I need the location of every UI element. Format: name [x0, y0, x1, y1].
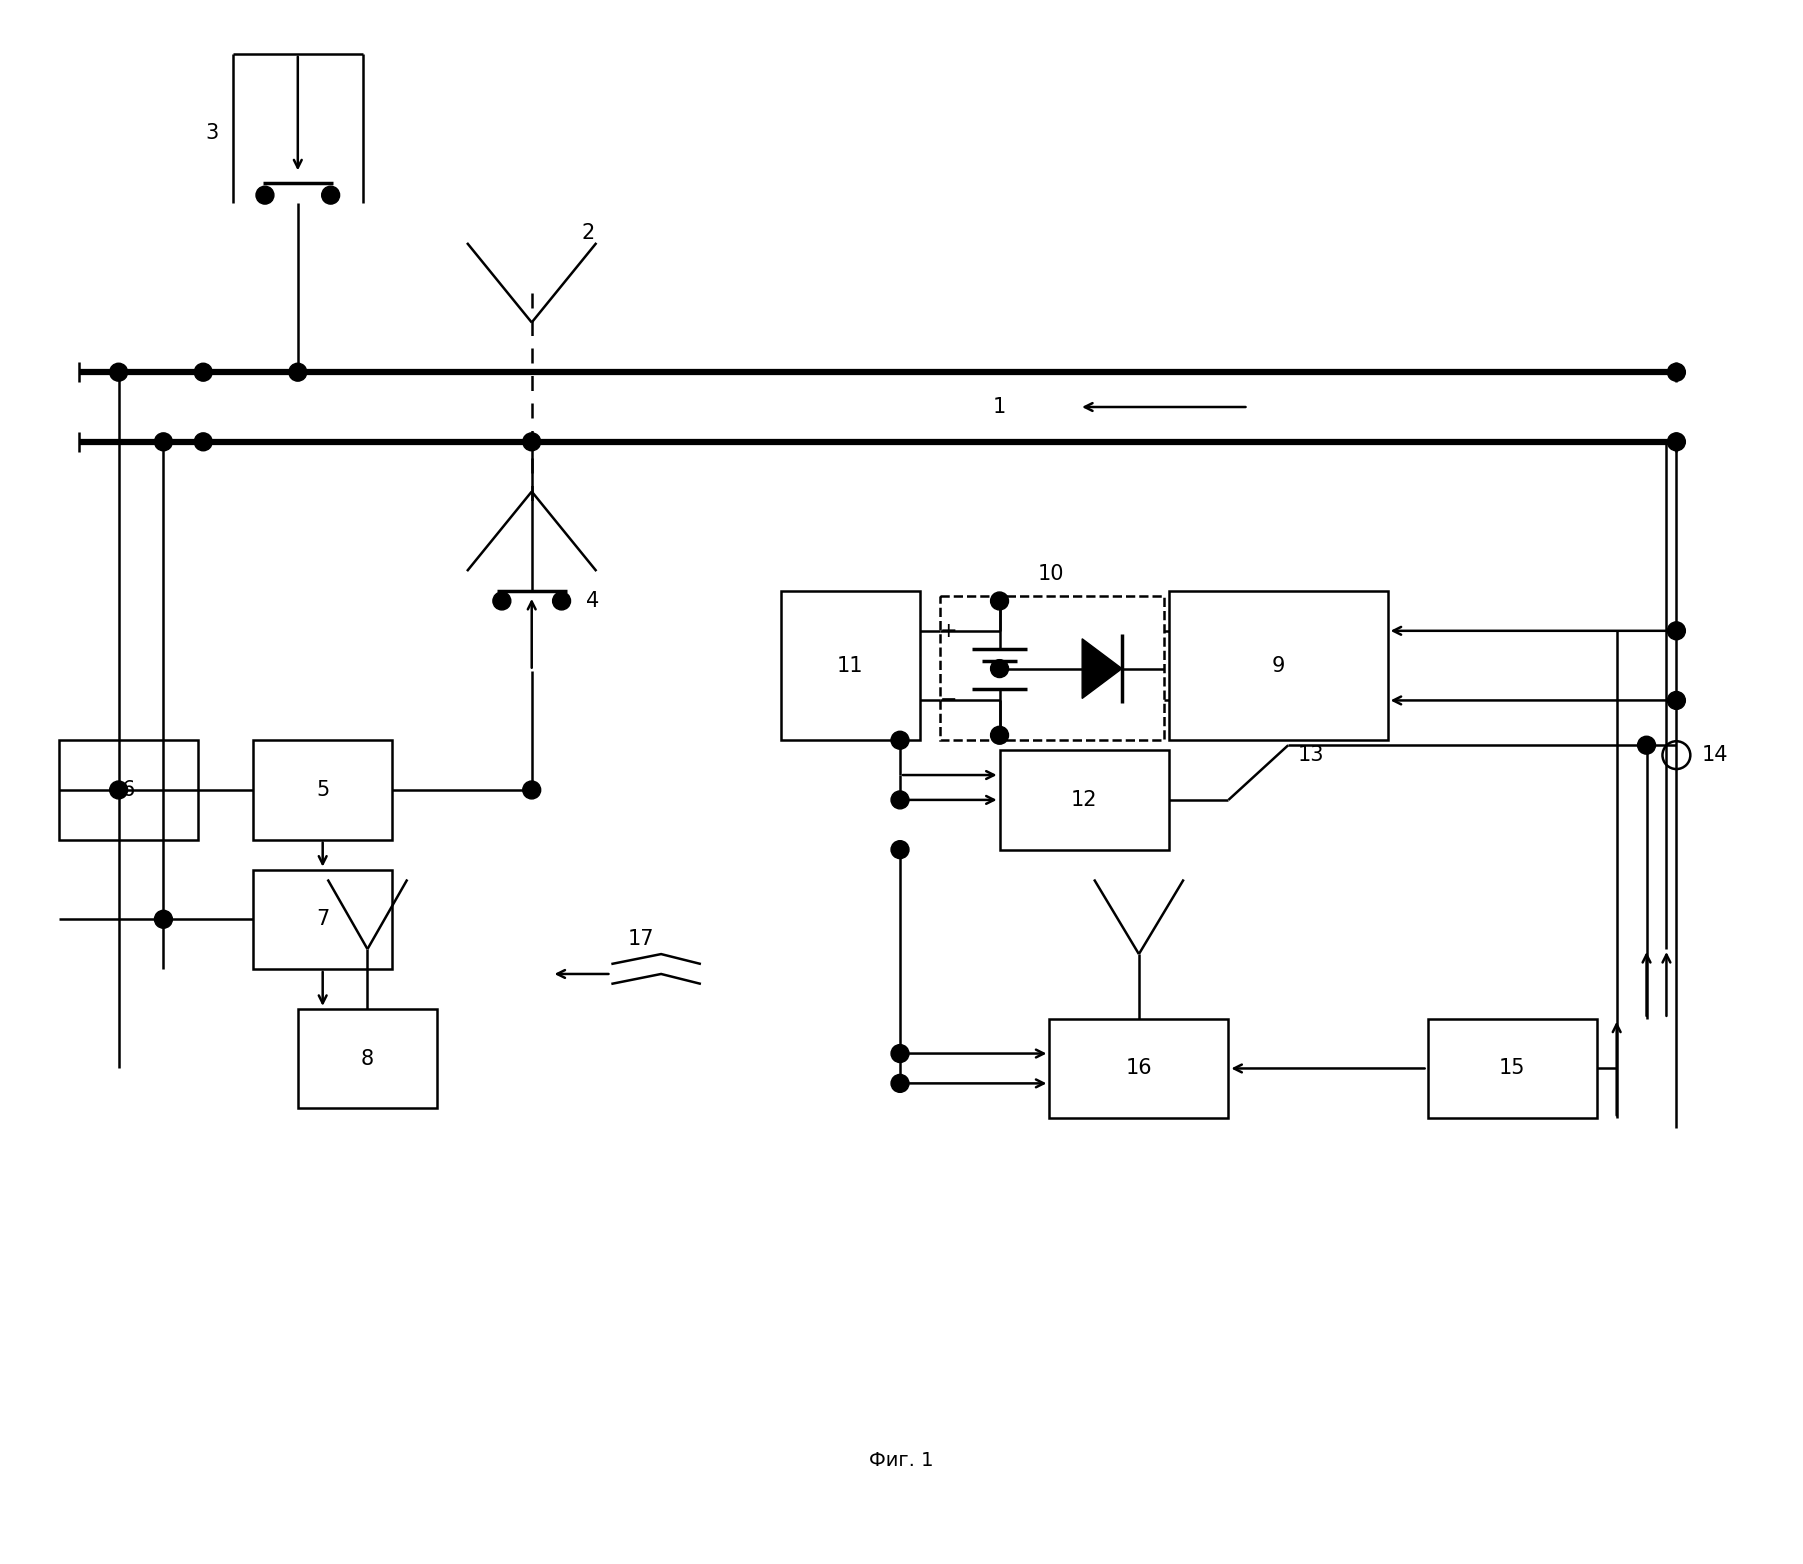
Circle shape — [523, 433, 541, 450]
Circle shape — [891, 841, 909, 859]
Text: Фиг. 1: Фиг. 1 — [869, 1451, 934, 1470]
Circle shape — [492, 593, 510, 610]
Text: +: + — [939, 621, 957, 641]
Text: 3: 3 — [206, 124, 218, 144]
Circle shape — [990, 660, 1008, 677]
Circle shape — [1637, 737, 1655, 754]
Bar — [999, 751, 1168, 849]
Bar — [1428, 1018, 1597, 1118]
Text: 7: 7 — [316, 909, 330, 929]
Bar — [939, 596, 1163, 740]
Text: 16: 16 — [1125, 1059, 1152, 1079]
Circle shape — [891, 732, 909, 749]
Circle shape — [110, 363, 128, 382]
Circle shape — [891, 1074, 909, 1092]
Text: 17: 17 — [627, 929, 654, 949]
Circle shape — [155, 910, 173, 927]
Text: 15: 15 — [1498, 1059, 1525, 1079]
Bar — [252, 740, 393, 840]
Circle shape — [110, 780, 128, 799]
Text: 2: 2 — [582, 224, 595, 242]
Circle shape — [891, 1045, 909, 1062]
Text: 12: 12 — [1071, 790, 1098, 810]
Circle shape — [554, 593, 570, 610]
Text: 11: 11 — [837, 655, 864, 676]
Text: 14: 14 — [1702, 744, 1727, 765]
Text: 6: 6 — [123, 780, 135, 799]
Bar — [252, 870, 393, 970]
Text: 8: 8 — [361, 1048, 373, 1068]
Circle shape — [990, 593, 1008, 610]
Circle shape — [891, 791, 909, 809]
Circle shape — [195, 363, 213, 382]
Text: 10: 10 — [1039, 565, 1064, 583]
Circle shape — [1668, 363, 1686, 382]
Text: 9: 9 — [1271, 655, 1286, 676]
Text: −: − — [939, 690, 957, 710]
Circle shape — [1668, 691, 1686, 710]
Text: 4: 4 — [586, 591, 600, 612]
Circle shape — [288, 363, 307, 382]
Text: 1: 1 — [993, 397, 1006, 418]
Bar — [59, 740, 198, 840]
Circle shape — [256, 186, 274, 203]
Circle shape — [990, 726, 1008, 744]
Polygon shape — [1082, 638, 1121, 699]
Circle shape — [1668, 433, 1686, 450]
Circle shape — [195, 433, 213, 450]
Circle shape — [523, 780, 541, 799]
Bar — [1049, 1018, 1228, 1118]
Bar — [1168, 591, 1388, 740]
Circle shape — [155, 433, 173, 450]
Circle shape — [1668, 622, 1686, 640]
Text: 13: 13 — [1298, 744, 1325, 765]
Bar — [297, 1009, 436, 1109]
Text: 5: 5 — [316, 780, 330, 799]
Bar — [781, 591, 920, 740]
Circle shape — [321, 186, 339, 203]
